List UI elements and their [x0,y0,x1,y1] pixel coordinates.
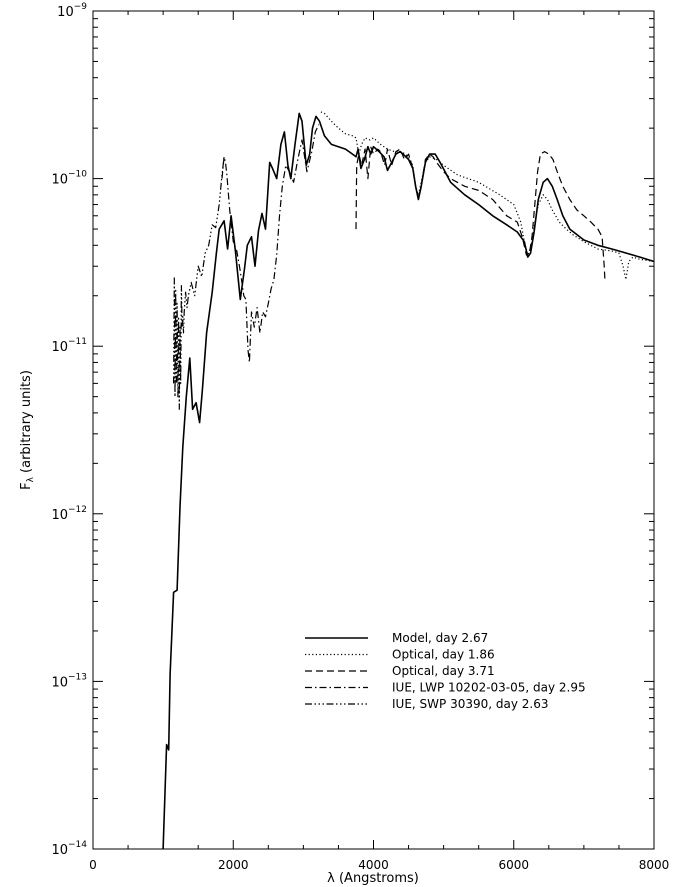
x-axis-label: λ (Angstroms) [327,871,419,886]
series-line-3 [355,146,606,280]
x-tick-label: 2000 [218,858,249,872]
legend-label: Optical, day 3.71 [392,664,495,678]
x-tick-label: 6000 [498,858,529,872]
x-tick-label: 4000 [358,858,389,872]
x-tick-label: 0 [89,858,97,872]
y-tick-label: 10−14 [51,840,87,858]
y-tick-label: 10−12 [51,505,87,523]
y-tick-label: 10−13 [51,672,87,690]
legend-label: Optical, day 1.86 [392,648,495,662]
x-axis: 0 2000 4000 6000 8000 [89,11,669,872]
series-line-1 [162,112,655,850]
y-axis-label-main: F [19,482,34,489]
y-axis-label-rest: (arbitrary units) [19,370,34,477]
y-tick-label: 10−11 [51,337,87,355]
x-tick-label: 8000 [639,858,670,872]
y-axis-label-sub: λ [26,476,36,482]
legend-label: IUE, LWP 10202-03-05, day 2.95 [392,681,586,695]
y-axis-label: Fλ (arbitrary units) [19,370,36,490]
series-line-4 [221,124,320,363]
y-tick-label: 10−10 [51,170,87,188]
y-tick-label: 10−9 [57,2,87,20]
series-line-5 [173,156,225,410]
series-layer [162,111,655,850]
legend-label: Model, day 2.67 [392,631,488,645]
y-axis: 10−14 10−13 10−12 10−11 10−10 10−9 [51,2,654,858]
legend: Model, day 2.67 Optical, day 1.86 Optical,… [305,631,586,711]
legend-label: IUE, SWP 30390, day 2.63 [392,697,548,711]
